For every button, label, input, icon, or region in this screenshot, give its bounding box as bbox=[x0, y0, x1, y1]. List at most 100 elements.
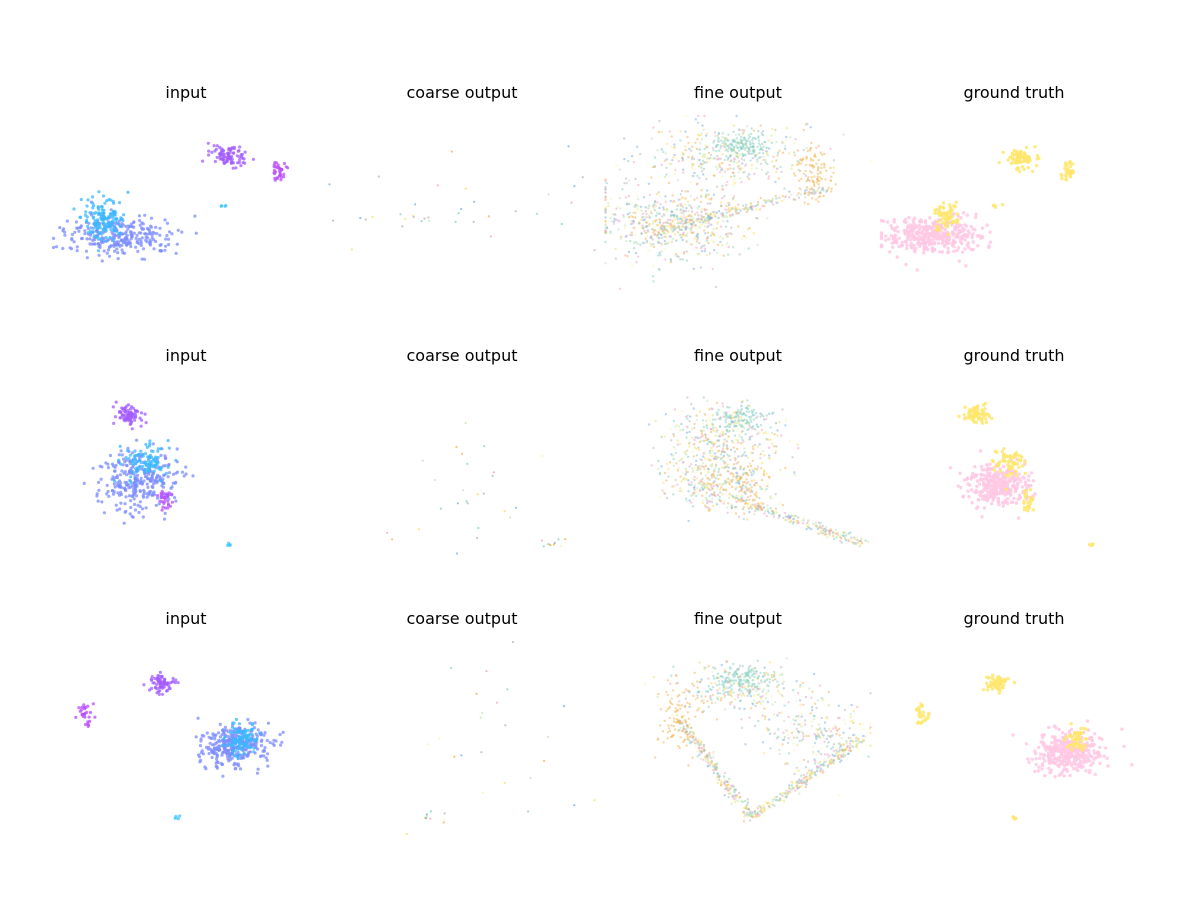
data-point bbox=[711, 418, 715, 421]
data-point bbox=[700, 429, 703, 433]
data-point bbox=[456, 502, 459, 505]
data-point bbox=[282, 172, 286, 176]
data-point bbox=[755, 507, 758, 510]
data-point bbox=[705, 189, 709, 192]
data-point bbox=[924, 232, 928, 236]
panel-title: fine output bbox=[694, 83, 782, 102]
data-point bbox=[772, 155, 775, 158]
data-point bbox=[423, 217, 426, 220]
data-point bbox=[760, 478, 764, 482]
data-point bbox=[680, 236, 683, 239]
data-point bbox=[100, 205, 104, 209]
data-point bbox=[666, 218, 670, 222]
data-point bbox=[790, 514, 793, 518]
data-point bbox=[721, 447, 725, 450]
data-point bbox=[742, 207, 745, 211]
data-point bbox=[885, 220, 890, 224]
data-point bbox=[702, 452, 705, 455]
data-point bbox=[723, 146, 727, 149]
data-point bbox=[978, 493, 982, 498]
data-point bbox=[636, 145, 639, 148]
data-point bbox=[740, 141, 743, 144]
data-point bbox=[679, 487, 682, 490]
data-point bbox=[687, 479, 690, 482]
data-point bbox=[1023, 480, 1028, 484]
data-point bbox=[1033, 492, 1037, 496]
data-point bbox=[61, 246, 65, 251]
data-point bbox=[164, 471, 169, 475]
data-point bbox=[657, 459, 660, 463]
data-point bbox=[509, 516, 512, 519]
data-point bbox=[733, 450, 737, 453]
data-point bbox=[737, 420, 740, 423]
data-point bbox=[968, 483, 972, 487]
data-point bbox=[106, 248, 111, 252]
data-point bbox=[720, 486, 723, 489]
data-point bbox=[649, 242, 652, 246]
data-point bbox=[133, 457, 137, 461]
data-point bbox=[735, 500, 738, 504]
data-point bbox=[713, 493, 716, 496]
data-point bbox=[747, 487, 751, 490]
data-point bbox=[1013, 157, 1017, 161]
data-point bbox=[982, 414, 986, 418]
data-point bbox=[654, 229, 657, 232]
data-point bbox=[131, 470, 135, 474]
data-point bbox=[684, 209, 687, 213]
data-point bbox=[615, 207, 618, 210]
data-point bbox=[142, 470, 146, 474]
data-point bbox=[719, 416, 722, 419]
data-point bbox=[804, 163, 808, 167]
data-point bbox=[656, 223, 659, 227]
data-point bbox=[124, 495, 128, 499]
scatter-plot bbox=[948, 401, 1095, 548]
cluster-orange bbox=[792, 123, 837, 206]
data-point bbox=[703, 484, 706, 487]
data-point bbox=[688, 221, 691, 224]
data-point bbox=[763, 512, 766, 515]
data-point bbox=[955, 235, 960, 239]
data-point bbox=[1006, 454, 1010, 458]
data-point bbox=[743, 148, 747, 151]
data-point bbox=[658, 223, 661, 226]
data-point bbox=[753, 467, 757, 470]
data-point bbox=[715, 158, 718, 161]
data-point bbox=[790, 167, 793, 170]
data-point bbox=[670, 228, 673, 231]
data-point bbox=[604, 240, 607, 244]
data-point bbox=[727, 502, 730, 505]
data-point bbox=[971, 247, 976, 252]
data-point bbox=[799, 193, 803, 196]
data-point bbox=[658, 228, 662, 231]
data-point bbox=[930, 225, 934, 229]
data-point bbox=[101, 228, 105, 232]
data-point bbox=[943, 227, 947, 232]
data-point bbox=[684, 474, 687, 477]
data-point bbox=[811, 191, 814, 194]
data-point bbox=[798, 187, 801, 190]
data-point bbox=[858, 539, 862, 543]
data-point bbox=[149, 464, 153, 468]
data-point bbox=[679, 208, 682, 211]
data-point bbox=[736, 141, 739, 144]
data-point bbox=[760, 502, 764, 506]
data-point bbox=[159, 447, 163, 451]
data-point bbox=[658, 268, 662, 272]
data-point bbox=[109, 228, 113, 232]
data-point bbox=[933, 247, 937, 252]
data-point bbox=[91, 195, 95, 199]
data-point bbox=[148, 238, 152, 242]
data-point bbox=[828, 534, 831, 537]
data-point bbox=[220, 733, 224, 737]
data-point bbox=[788, 439, 792, 443]
data-point bbox=[747, 410, 751, 414]
data-point bbox=[713, 212, 716, 216]
data-point bbox=[105, 251, 109, 255]
data-point bbox=[796, 194, 799, 197]
data-point bbox=[705, 239, 709, 243]
data-point bbox=[723, 411, 726, 414]
data-point bbox=[827, 186, 830, 190]
data-point bbox=[682, 252, 686, 255]
data-point bbox=[144, 238, 148, 242]
data-point bbox=[134, 245, 138, 249]
